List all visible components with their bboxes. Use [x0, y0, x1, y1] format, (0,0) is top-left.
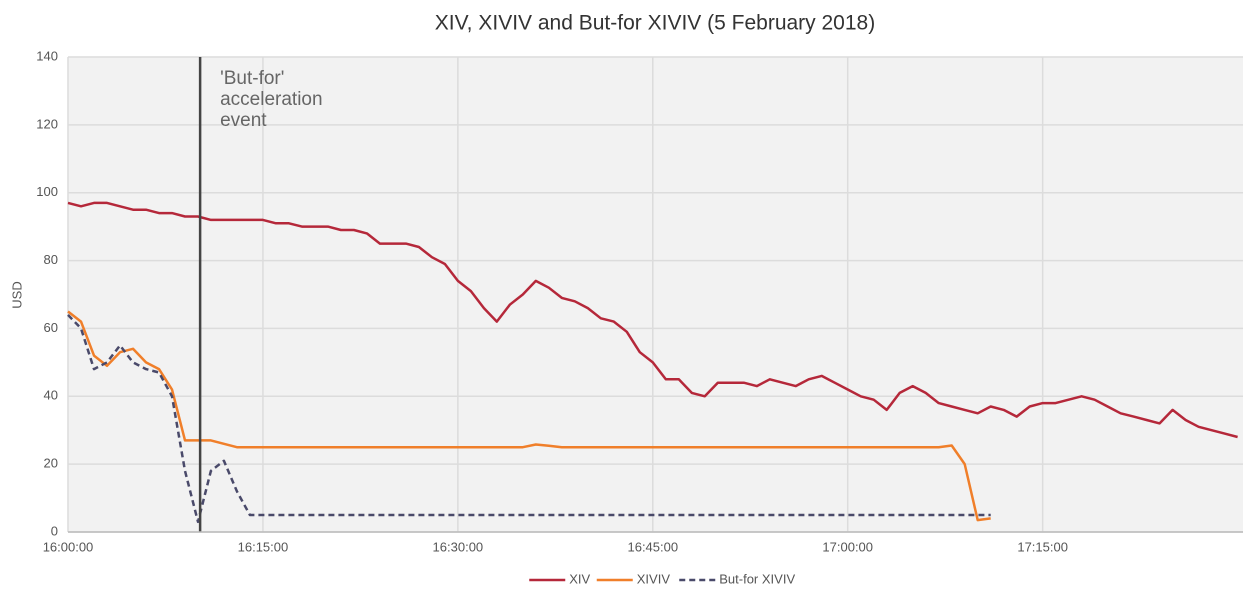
x-tick-label: 16:45:00 [627, 539, 678, 554]
y-tick-label: 80 [44, 252, 58, 267]
x-tick-label: 17:00:00 [822, 539, 873, 554]
plot-area [68, 57, 1243, 532]
y-tick-label: 100 [36, 184, 58, 199]
y-tick-label: 120 [36, 116, 58, 131]
annotation-text: event [220, 110, 267, 131]
x-tick-label: 17:15:00 [1017, 539, 1068, 554]
annotation-text: 'But-for' [220, 68, 284, 89]
y-tick-label: 20 [44, 456, 58, 471]
y-tick-label: 140 [36, 48, 58, 63]
y-tick-label: 40 [44, 388, 58, 403]
annotation-text: acceleration [220, 89, 322, 110]
series-line [67, 314, 991, 524]
series-line [67, 310, 991, 522]
y-axis-label: USD [9, 281, 24, 308]
legend-label: XIVIV [637, 571, 671, 586]
legend-label: XIV [569, 571, 590, 586]
series-line [67, 201, 1238, 439]
y-tick-label: 0 [51, 523, 58, 538]
y-tick-label: 60 [44, 320, 58, 335]
x-tick-label: 16:15:00 [238, 539, 289, 554]
chart-title: XIV, XIVIV and But-for XIVIV (5 February… [435, 12, 875, 35]
legend-label: But-for XIVIV [719, 571, 795, 586]
x-tick-label: 16:00:00 [43, 539, 94, 554]
x-tick-label: 16:30:00 [433, 539, 484, 554]
